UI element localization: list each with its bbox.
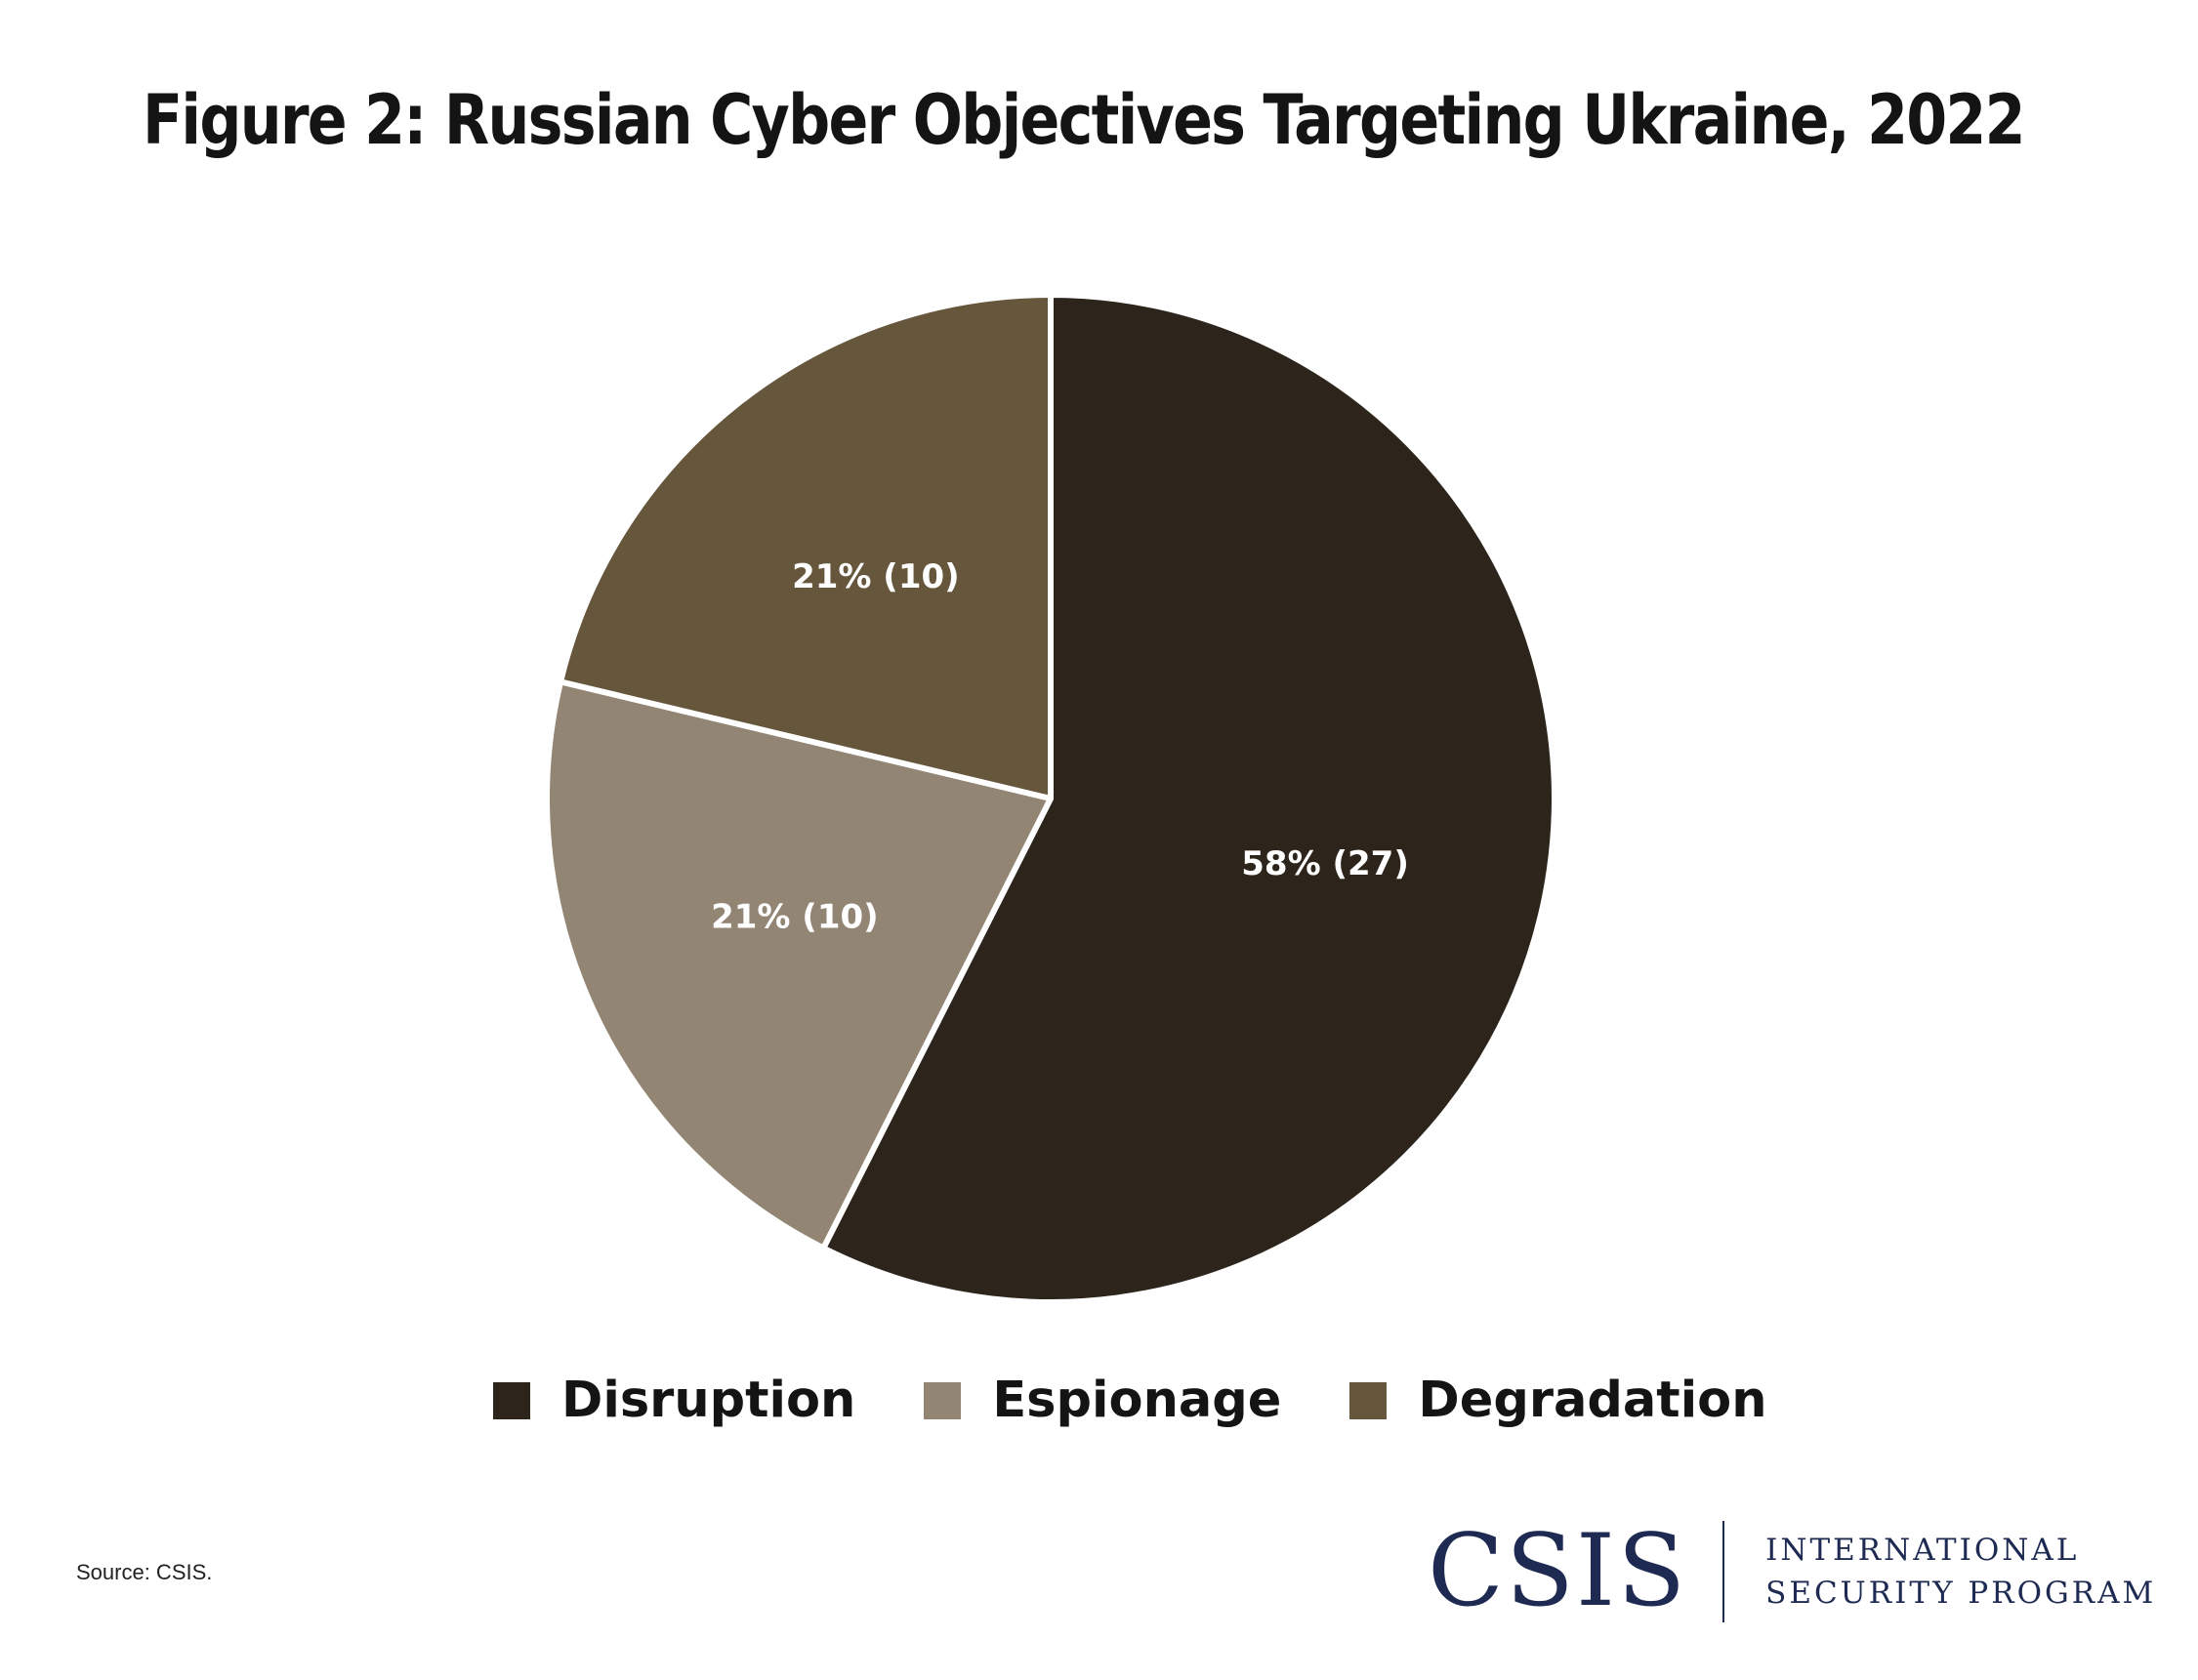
legend-label-degradation: Degradation xyxy=(1418,1372,1767,1429)
logo-divider xyxy=(1722,1521,1725,1622)
csis-logo: CSIS INTERNATIONAL SECURITY PROGRAM xyxy=(1428,1521,2156,1622)
logo-line-1: INTERNATIONAL xyxy=(1765,1533,2080,1568)
legend-label-espionage: Espionage xyxy=(992,1372,1282,1429)
chart-legend: Disruption Espionage Degradation xyxy=(493,1372,1767,1429)
legend-item-degradation: Degradation xyxy=(1349,1372,1767,1429)
legend-swatch-disruption xyxy=(493,1381,530,1419)
pie-slice-espionage xyxy=(544,678,1054,1251)
logo-mark: CSIS xyxy=(1428,1513,1688,1629)
slice-label-espionage: 21% (10) xyxy=(711,898,879,937)
slice-label-degradation: 21% (10) xyxy=(792,557,960,596)
legend-swatch-degradation xyxy=(1349,1381,1388,1419)
logo-line-2: SECURITY PROGRAM xyxy=(1765,1576,2157,1611)
legend-swatch-espionage xyxy=(924,1381,962,1419)
legend-item-espionage: Espionage xyxy=(924,1372,1281,1429)
legend-label-disruption: Disruption xyxy=(561,1372,856,1429)
pie-slice-degradation xyxy=(558,292,1054,801)
slice-label-disruption: 58% (27) xyxy=(1241,844,1409,883)
logo-program-name: INTERNATIONAL SECURITY PROGRAM xyxy=(1765,1529,2156,1615)
source-note: Source: CSIS. xyxy=(76,1560,213,1584)
legend-item-disruption: Disruption xyxy=(493,1372,855,1429)
chart-title: Figure 2: Russian Cyber Objectives Targe… xyxy=(143,80,2025,160)
pie-slice-disruption xyxy=(820,292,1557,1305)
